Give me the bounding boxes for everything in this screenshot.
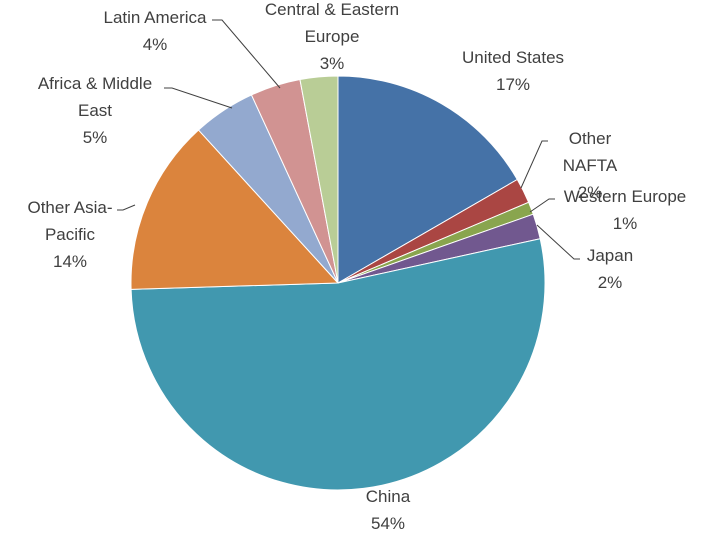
value-label: 3% <box>319 54 345 73</box>
slices <box>130 75 546 491</box>
slice-label: Africa & Middle East 5% <box>20 70 170 151</box>
slice-label: Other NAFTA 2% <box>540 125 640 206</box>
leader-line <box>529 198 555 213</box>
leader-line <box>212 19 281 89</box>
slice-label: Other Asia-Pacific 14% <box>10 194 130 275</box>
category-name: Other NAFTA <box>562 129 618 175</box>
slice-label: Latin America 4% <box>80 4 230 58</box>
leader-line <box>117 204 136 211</box>
category-name: Central & Eastern Europe <box>264 0 400 46</box>
value-label: 14% <box>52 252 88 271</box>
slice-label: Japan 2% <box>575 242 645 296</box>
slice-label: United States 17% <box>448 44 578 98</box>
category-name: Japan <box>586 246 634 265</box>
leader-line <box>536 224 580 260</box>
value-label: 54% <box>370 514 406 533</box>
value-label: 17% <box>495 75 531 94</box>
leader-line <box>164 87 233 109</box>
leader-lines <box>117 19 580 260</box>
category-name: United States <box>461 48 565 67</box>
slice-label: Western Europe 1% <box>550 183 700 237</box>
slice <box>130 238 546 491</box>
value-label: 2% <box>577 183 603 202</box>
value-label: 4% <box>142 35 168 54</box>
slice <box>299 75 339 284</box>
category-name: Western Europe <box>563 187 687 206</box>
leader-line <box>520 140 548 189</box>
category-name: Other Asia-Pacific <box>27 198 113 244</box>
slice <box>130 129 340 290</box>
value-label: 2% <box>597 273 623 292</box>
slice-label: Central & Eastern Europe 3% <box>262 0 402 77</box>
slice <box>337 75 518 284</box>
category-name: Latin America <box>103 8 207 27</box>
slice-label: China 54% <box>338 483 438 537</box>
category-name: China <box>365 487 411 506</box>
value-label: 1% <box>612 214 638 233</box>
value-label: 5% <box>82 128 108 147</box>
category-name: Africa & Middle East <box>37 74 153 120</box>
